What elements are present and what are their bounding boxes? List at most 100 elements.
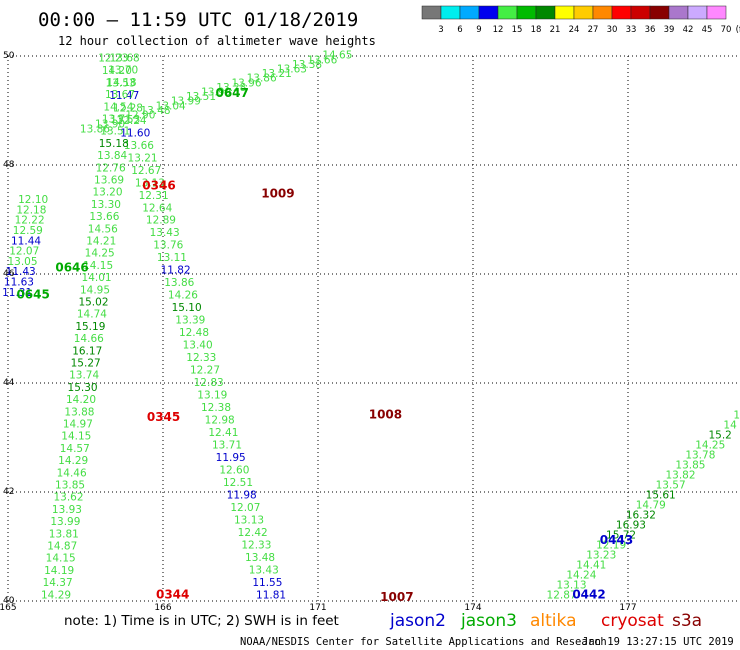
wave-height-point: 14.97 — [63, 418, 93, 430]
wave-height-point: 13.48 — [141, 105, 171, 117]
wave-height-point: 11.63 — [4, 277, 34, 289]
colorbar-swatch — [630, 5, 651, 20]
wave-height-point: 13.21 — [262, 68, 292, 80]
wave-height-point: 13.85 — [55, 479, 85, 491]
wave-height-point: 11.98 — [227, 489, 257, 501]
wave-height-point: 14.87 — [47, 540, 77, 552]
wave-height-point: 12.67 — [131, 165, 161, 177]
wave-height-point: 12.07 — [230, 502, 260, 514]
wave-height-point: 14.26 — [168, 290, 198, 302]
wave-height-point: 13.48 — [245, 552, 275, 564]
wave-height-point: 13.82 — [665, 469, 695, 481]
wave-height-point: 14.29 — [58, 455, 88, 467]
y-tick-label: 42 — [3, 487, 14, 497]
wave-height-point: 13.90 — [95, 119, 125, 131]
colorbar-label: 24 — [569, 25, 580, 35]
y-tick-label: 50 — [3, 51, 15, 61]
colorbar-swatch — [649, 5, 670, 20]
wave-height-point: 12.27 — [190, 365, 220, 377]
legend-entry: s3a — [672, 611, 702, 631]
wave-height-point: 12.31 — [139, 190, 169, 202]
wave-height-point: 13.57 — [656, 479, 686, 491]
legend-entry: altika — [530, 611, 577, 631]
wave-height-point: 12.33 — [241, 539, 271, 551]
colorbar-label: 3 — [438, 25, 443, 35]
wave-height-point: 13.76 — [153, 240, 183, 252]
wave-height-point: 14.95 — [80, 284, 110, 296]
wave-height-point: 14.54 — [103, 101, 133, 113]
generated-time: Jan 19 13:27:15 UTC 2019 — [582, 636, 734, 648]
colorbar-label: 36 — [645, 25, 656, 35]
wave-height-point: 14.65 — [322, 50, 352, 62]
wave-height-point: 11.43 — [6, 266, 36, 278]
satellite-legend: jason2 jason3 altika cryosat s3a — [389, 611, 702, 631]
colorbar-label: 27 — [588, 25, 599, 35]
wave-height-point: 13.66 — [124, 140, 154, 152]
x-tick-label: 166 — [154, 603, 171, 613]
colorbar-swatch — [592, 5, 613, 20]
x-tick-label: 171 — [309, 603, 326, 613]
credit-text: NOAA/NESDIS Center for Satellite Applica… — [240, 636, 607, 648]
wave-height-point: 13.38 — [292, 59, 322, 71]
wave-height-point: 12.23 — [98, 52, 128, 64]
wave-height-point: 16.17 — [72, 345, 102, 357]
wave-height-point: 13.71 — [212, 439, 242, 451]
colorbar-swatch — [554, 5, 575, 20]
colorbar-swatch — [516, 5, 537, 20]
wave-height-point: 14.25 — [695, 439, 725, 451]
wave-height-point: 13.86 — [247, 73, 277, 85]
wave-height-point: 11.55 — [252, 577, 282, 589]
pass-time-label: 0442 — [572, 587, 605, 601]
chart-subtitle: 12 hour collection of altimeter wave hei… — [58, 34, 376, 48]
colorbar-label: 12 — [493, 25, 504, 35]
x-tick-label: 174 — [464, 603, 481, 613]
wave-height-point: 14.20 — [102, 65, 132, 77]
wave-height-point: 13.86 — [80, 123, 110, 135]
wave-height-point: 12.38 — [201, 402, 231, 414]
wave-height-point: 14.01 — [82, 272, 112, 284]
wave-height-point: 13.78 — [685, 449, 715, 461]
wave-height-point: 12.18 — [16, 204, 46, 216]
colorbar-label: 45 — [702, 25, 713, 35]
wave-height-point: 12.89 — [146, 215, 176, 227]
wave-height-point: 13 — [733, 409, 740, 421]
colorbar-label: 15 — [512, 25, 523, 35]
wave-height-point: 13.40 — [183, 340, 213, 352]
wave-height-point: 12.22 — [15, 215, 45, 227]
pass-time-label: 0647 — [215, 86, 248, 100]
wave-height-point: 15.61 — [646, 489, 676, 501]
wave-height-point: 12.33 — [186, 352, 216, 364]
colorbar-label: 18 — [531, 25, 542, 35]
pass-time-label: 0646 — [55, 260, 88, 274]
wave-height-point: 13.88 — [64, 406, 94, 418]
wave-height-point: 13.85 — [675, 459, 705, 471]
wave-height-point: 13.53 — [106, 77, 136, 89]
pass-time-labels: 0647 0346 1009 0646 0645 0345 1008 0443 0344 1007… — [16, 86, 633, 604]
wave-height-point: 13.51 — [100, 126, 130, 138]
colorbar-unit: (ft) — [736, 25, 740, 35]
wave-height-point: 11.81 — [256, 589, 286, 601]
wave-height-point: 11.47 — [109, 90, 139, 102]
colorbar-swatch — [478, 5, 499, 20]
wave-height-point: 15.72 — [606, 529, 636, 541]
wave-height-point: 13.67 — [105, 89, 135, 101]
colorbar-label: 39 — [664, 25, 675, 35]
pass-time-label: 0346 — [142, 179, 175, 193]
wave-height-point: 14.29 — [41, 589, 71, 601]
wave-height-point: 13.28 — [216, 82, 246, 94]
wave-height-point: 11.95 — [216, 452, 246, 464]
pass-time-label: 0345 — [147, 410, 180, 424]
wave-height-point: 13.66 — [307, 54, 337, 66]
colorbar-swatch — [687, 5, 708, 20]
wave-height-point: 13.86 — [164, 277, 194, 289]
wave-height-point: 14.57 — [60, 443, 90, 455]
wave-height-point: 13.62 — [53, 492, 83, 504]
wave-height-point: 13.70 — [108, 65, 138, 77]
wave-height-point: 14.19 — [44, 565, 74, 577]
colorbar-swatch — [573, 5, 594, 20]
wave-height-point: 13.74 — [69, 370, 99, 382]
wave-height-point: 15.27 — [71, 357, 101, 369]
y-tick-label: 48 — [3, 160, 15, 170]
